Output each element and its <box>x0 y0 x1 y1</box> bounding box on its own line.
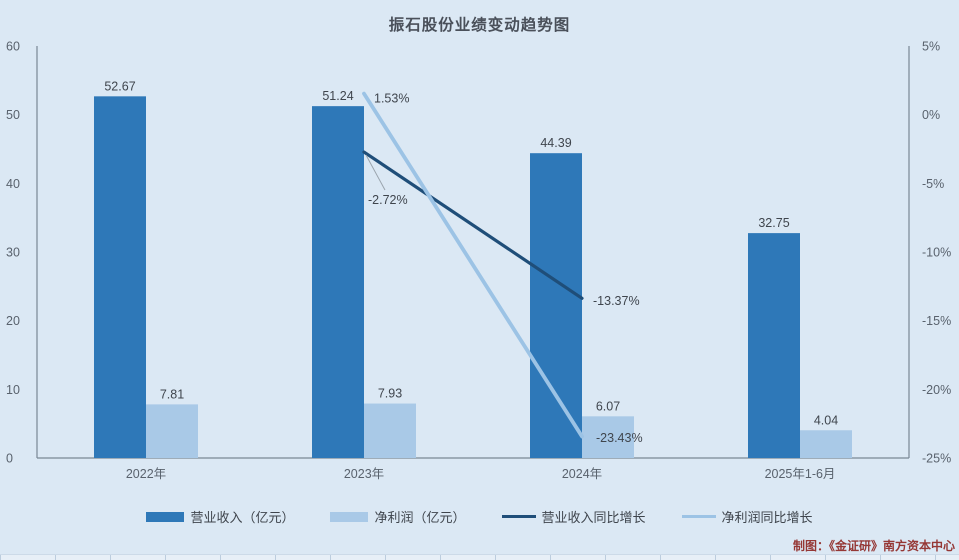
legend-item-profit-line[interactable]: 净利润同比增长 <box>681 507 813 526</box>
spreadsheet-grid-strip <box>0 554 959 560</box>
right-axis-tick-label: -25% <box>922 452 951 466</box>
left-axis-tick-label: 50 <box>6 108 20 122</box>
revenue-yoy-line <box>362 150 584 300</box>
profit-bar-2024年 <box>582 416 634 458</box>
profit-bar-value-label: 7.81 <box>160 387 184 401</box>
legend: 营业收入（亿元） 净利润（亿元） 营业收入同比增长 净利润同比增长 <box>0 507 959 526</box>
profit-bar-value-label: 7.93 <box>378 387 402 401</box>
right-axis-tick-label: -5% <box>922 177 944 191</box>
legend-marker-revenue-line <box>501 515 536 518</box>
right-axis-tick-label: -15% <box>922 314 951 328</box>
credit-text: 制图：《金证研》南方资本中心 <box>792 539 955 553</box>
left-axis-tick-label: 60 <box>6 40 20 54</box>
revenue-yoy-line-value-label: -2.72% <box>368 193 408 207</box>
profit-bar-value-label: 6.07 <box>596 399 620 413</box>
revenue-bar-value-label: 44.39 <box>540 136 571 150</box>
left-axis-tick-label: 0 <box>6 452 13 466</box>
right-axis-tick-label: -10% <box>922 246 951 260</box>
left-axis-tick-label: 10 <box>6 383 20 397</box>
legend-marker-profit-line <box>681 515 716 518</box>
revenue-yoy-line-value-label: -13.37% <box>593 294 640 308</box>
profit-bar-2023年 <box>364 403 416 458</box>
revenue-bar-value-label: 52.67 <box>104 79 135 93</box>
legend-label-revenue-bar: 营业收入（亿元） <box>190 510 295 525</box>
revenue-bar-2025年1-6月 <box>748 233 800 458</box>
left-axis-tick-label: 20 <box>6 314 20 328</box>
profit-yoy-line <box>362 91 584 439</box>
legend-label-revenue-line: 营业收入同比增长 <box>541 510 646 525</box>
chart-title: 振石股份业绩变动趋势图 <box>388 17 571 34</box>
legend-marker-revenue-bar <box>146 511 185 522</box>
profit-bar-2025年1-6月 <box>800 430 852 458</box>
profit-yoy-line-value-label: 1.53% <box>374 92 409 106</box>
legend-label-profit-line: 净利润同比增长 <box>721 510 813 525</box>
category-label: 2023年 <box>344 467 384 481</box>
legend-marker-profit-bar <box>330 511 369 522</box>
revenue-bar-2023年 <box>312 106 364 458</box>
legend-item-revenue-line[interactable]: 营业收入同比增长 <box>501 507 646 526</box>
profit-yoy-line-value-label: -23.43% <box>596 431 643 445</box>
legend-label-profit-bar: 净利润（亿元） <box>374 510 466 525</box>
revenue-bar-2022年 <box>94 96 146 458</box>
chart-plot-area: 60 50 40 30 20 10 0 5% 0% -5% -10% -15% -20% -25% 52.6… <box>6 40 951 482</box>
category-label: 2025年1-6月 <box>765 467 836 481</box>
revenue-bar-value-label: 32.75 <box>758 216 789 230</box>
right-axis-tick-label: 0% <box>922 108 940 122</box>
revenue-bar-2024年 <box>530 153 582 458</box>
category-label: 2024年 <box>562 467 602 481</box>
profit-bar-2022年 <box>146 404 198 458</box>
category-label: 2022年 <box>126 467 166 481</box>
revenue-bar-value-label: 51.24 <box>322 89 353 103</box>
right-axis-tick-label: -20% <box>922 383 951 397</box>
legend-item-revenue-bar[interactable]: 营业收入（亿元） <box>146 507 294 526</box>
left-axis-tick-label: 40 <box>6 177 20 191</box>
label-leader-line <box>365 154 386 191</box>
legend-item-profit-bar[interactable]: 净利润（亿元） <box>330 507 466 526</box>
left-axis-tick-label: 30 <box>6 246 20 260</box>
profit-bar-value-label: 4.04 <box>814 413 838 427</box>
right-axis-tick-label: 5% <box>922 40 940 54</box>
